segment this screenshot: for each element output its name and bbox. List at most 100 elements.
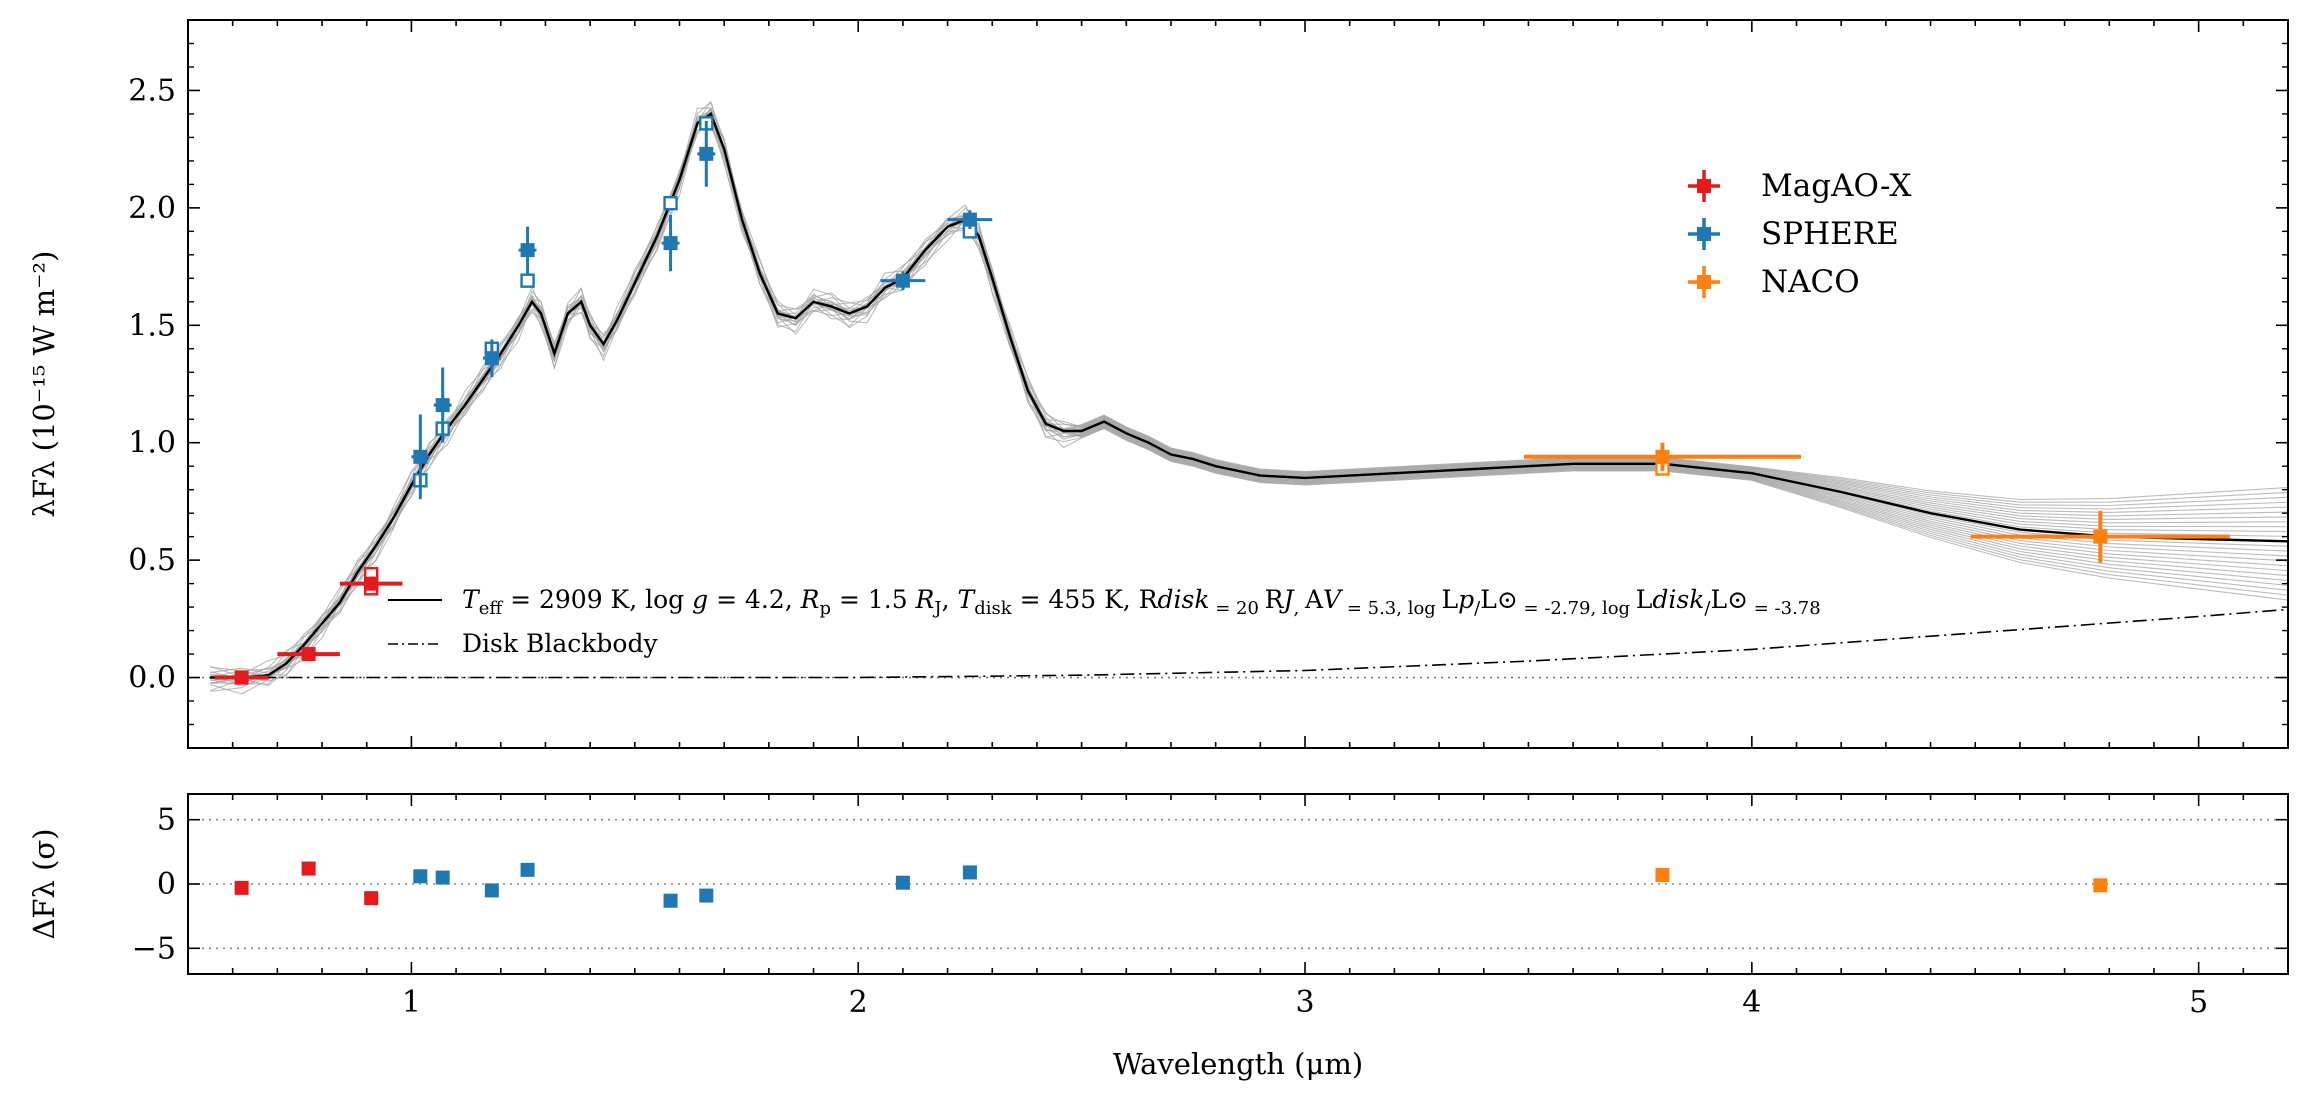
residual-marker xyxy=(962,865,977,880)
model-label-part: L xyxy=(1710,585,1727,614)
model-label-part: = 20 xyxy=(1210,598,1265,619)
model-label-part: , xyxy=(942,585,958,614)
model-point-marker xyxy=(520,273,535,288)
model-label-part: A xyxy=(1304,585,1324,614)
model-label-part: ⊙ xyxy=(1497,585,1518,614)
y-tick-label: 2.0 xyxy=(128,191,176,226)
model-label-part: T xyxy=(462,585,481,614)
model-label-part: p xyxy=(819,598,831,619)
disk-blackbody-line xyxy=(210,608,2289,679)
residual-marker xyxy=(663,893,678,908)
y-tick-label: 0.5 xyxy=(128,543,176,578)
data-point xyxy=(1970,510,2230,563)
photometry-points xyxy=(214,120,2230,685)
model-label-part: V xyxy=(1323,585,1344,614)
data-marker xyxy=(364,576,379,591)
blackbody-label: Disk Blackbody xyxy=(462,629,658,658)
legend-marker xyxy=(1697,227,1711,241)
data-marker xyxy=(484,351,499,366)
model-label-part: , xyxy=(1294,598,1305,619)
model-label-part: R xyxy=(915,585,935,614)
model-label-part: disk xyxy=(974,598,1013,619)
model-label-part: R xyxy=(1139,585,1159,614)
model-label-part: = 2909 K, log xyxy=(502,585,692,614)
residual-axes: 1 2 3 4 5 −5 0 5 ΔFλ (σ) xyxy=(27,793,2289,1020)
best-fit-model-line xyxy=(210,112,2289,679)
disk-blackbody-curve xyxy=(210,608,2289,679)
residual-marker xyxy=(435,870,450,885)
model-label-part: ⊙ xyxy=(1727,585,1748,614)
model-label-part: R xyxy=(800,585,820,614)
model-label-part: L xyxy=(1636,585,1653,614)
residual-points xyxy=(234,861,2108,908)
model-label-part: L xyxy=(1480,585,1497,614)
y-tick-label: 1.5 xyxy=(128,308,176,343)
sed-panel: 0.0 0.5 1.0 1.5 2.0 2.5 λFλ (10⁻¹⁵ W m⁻²) MagA… xyxy=(27,19,2289,749)
residual-marker xyxy=(234,880,249,895)
data-point xyxy=(1523,442,1801,471)
x-tick-label: 4 xyxy=(1742,985,1761,1020)
data-point xyxy=(214,670,269,685)
model-label-part: = 455 K, xyxy=(1012,585,1139,614)
model-label-part: disk xyxy=(1158,585,1210,614)
model-label-part: disk xyxy=(1652,585,1704,614)
legend-label: SPHERE xyxy=(1761,216,1899,252)
x-tick-label: 1 xyxy=(402,985,421,1020)
best-fit-model-curve xyxy=(210,112,2289,679)
legend-marker xyxy=(1697,275,1711,289)
model-label-part: J xyxy=(932,598,941,619)
x-tick-label: 3 xyxy=(1295,985,1314,1020)
data-point xyxy=(411,414,430,500)
model-label-part: = 1.5 xyxy=(831,585,916,614)
model-label-part: L xyxy=(1442,585,1459,614)
data-marker xyxy=(895,273,910,288)
residual-marker xyxy=(413,869,428,884)
model-label-part: p xyxy=(1458,585,1474,614)
residual-marker xyxy=(301,861,316,876)
residual-panel: 1 2 3 4 5 −5 0 5 ΔFλ (σ) xyxy=(27,793,2289,1020)
y-axis-label: λFλ (10⁻¹⁵ W m⁻²) xyxy=(27,251,61,518)
model-label-part: J xyxy=(1279,585,1296,614)
model-label: Teff = 2909 K, log g = 4.2, Rp = 1.5 RJ,… xyxy=(462,585,1821,619)
data-marker xyxy=(301,647,316,662)
model-point-marker xyxy=(663,195,678,211)
residual-reference-lines xyxy=(188,818,2288,950)
y-tick-label: 2.5 xyxy=(128,73,176,108)
y-tick-label: 5 xyxy=(157,803,176,838)
model-label-part: eff xyxy=(479,598,504,619)
data-point xyxy=(518,226,537,274)
legend-item-naco: NACO xyxy=(1688,264,1860,300)
model-label-part: / xyxy=(1704,598,1711,619)
residual-marker xyxy=(1655,868,1670,882)
model-label-part: = 4.2, xyxy=(708,585,801,614)
data-point xyxy=(697,120,716,187)
residual-marker xyxy=(520,862,535,877)
model-label-part: / xyxy=(1474,598,1481,619)
data-point xyxy=(482,339,501,377)
axes-frame xyxy=(187,19,2289,749)
model-label-part: R xyxy=(1265,585,1285,614)
x-tick-label: 5 xyxy=(2189,985,2208,1020)
model-label-part: T xyxy=(958,585,977,614)
data-marker xyxy=(234,670,249,685)
data-point xyxy=(339,576,403,591)
y-tick-label: 1.0 xyxy=(128,426,176,461)
model-annotation: Teff = 2909 K, log g = 4.2, Rp = 1.5 RJ,… xyxy=(388,585,1821,658)
data-point xyxy=(661,214,680,272)
y-tick-label: −5 xyxy=(132,931,176,966)
data-marker xyxy=(2093,529,2108,544)
model-sample-line xyxy=(210,112,2289,695)
residual-y-label: ΔFλ (σ) xyxy=(27,828,61,939)
residual-marker xyxy=(484,883,499,898)
data-marker xyxy=(435,398,450,413)
data-marker xyxy=(962,212,977,227)
x-tick-label: 2 xyxy=(849,985,868,1020)
data-marker xyxy=(699,146,714,161)
y-tick-label: 0.0 xyxy=(128,661,176,696)
residual-marker xyxy=(699,888,714,903)
y-tick-label: 0 xyxy=(157,867,176,902)
chart-legend: MagAO-X SPHERE NACO xyxy=(1688,168,1911,300)
legend-label: MagAO-X xyxy=(1761,168,1911,204)
model-label-part: g xyxy=(692,585,708,614)
